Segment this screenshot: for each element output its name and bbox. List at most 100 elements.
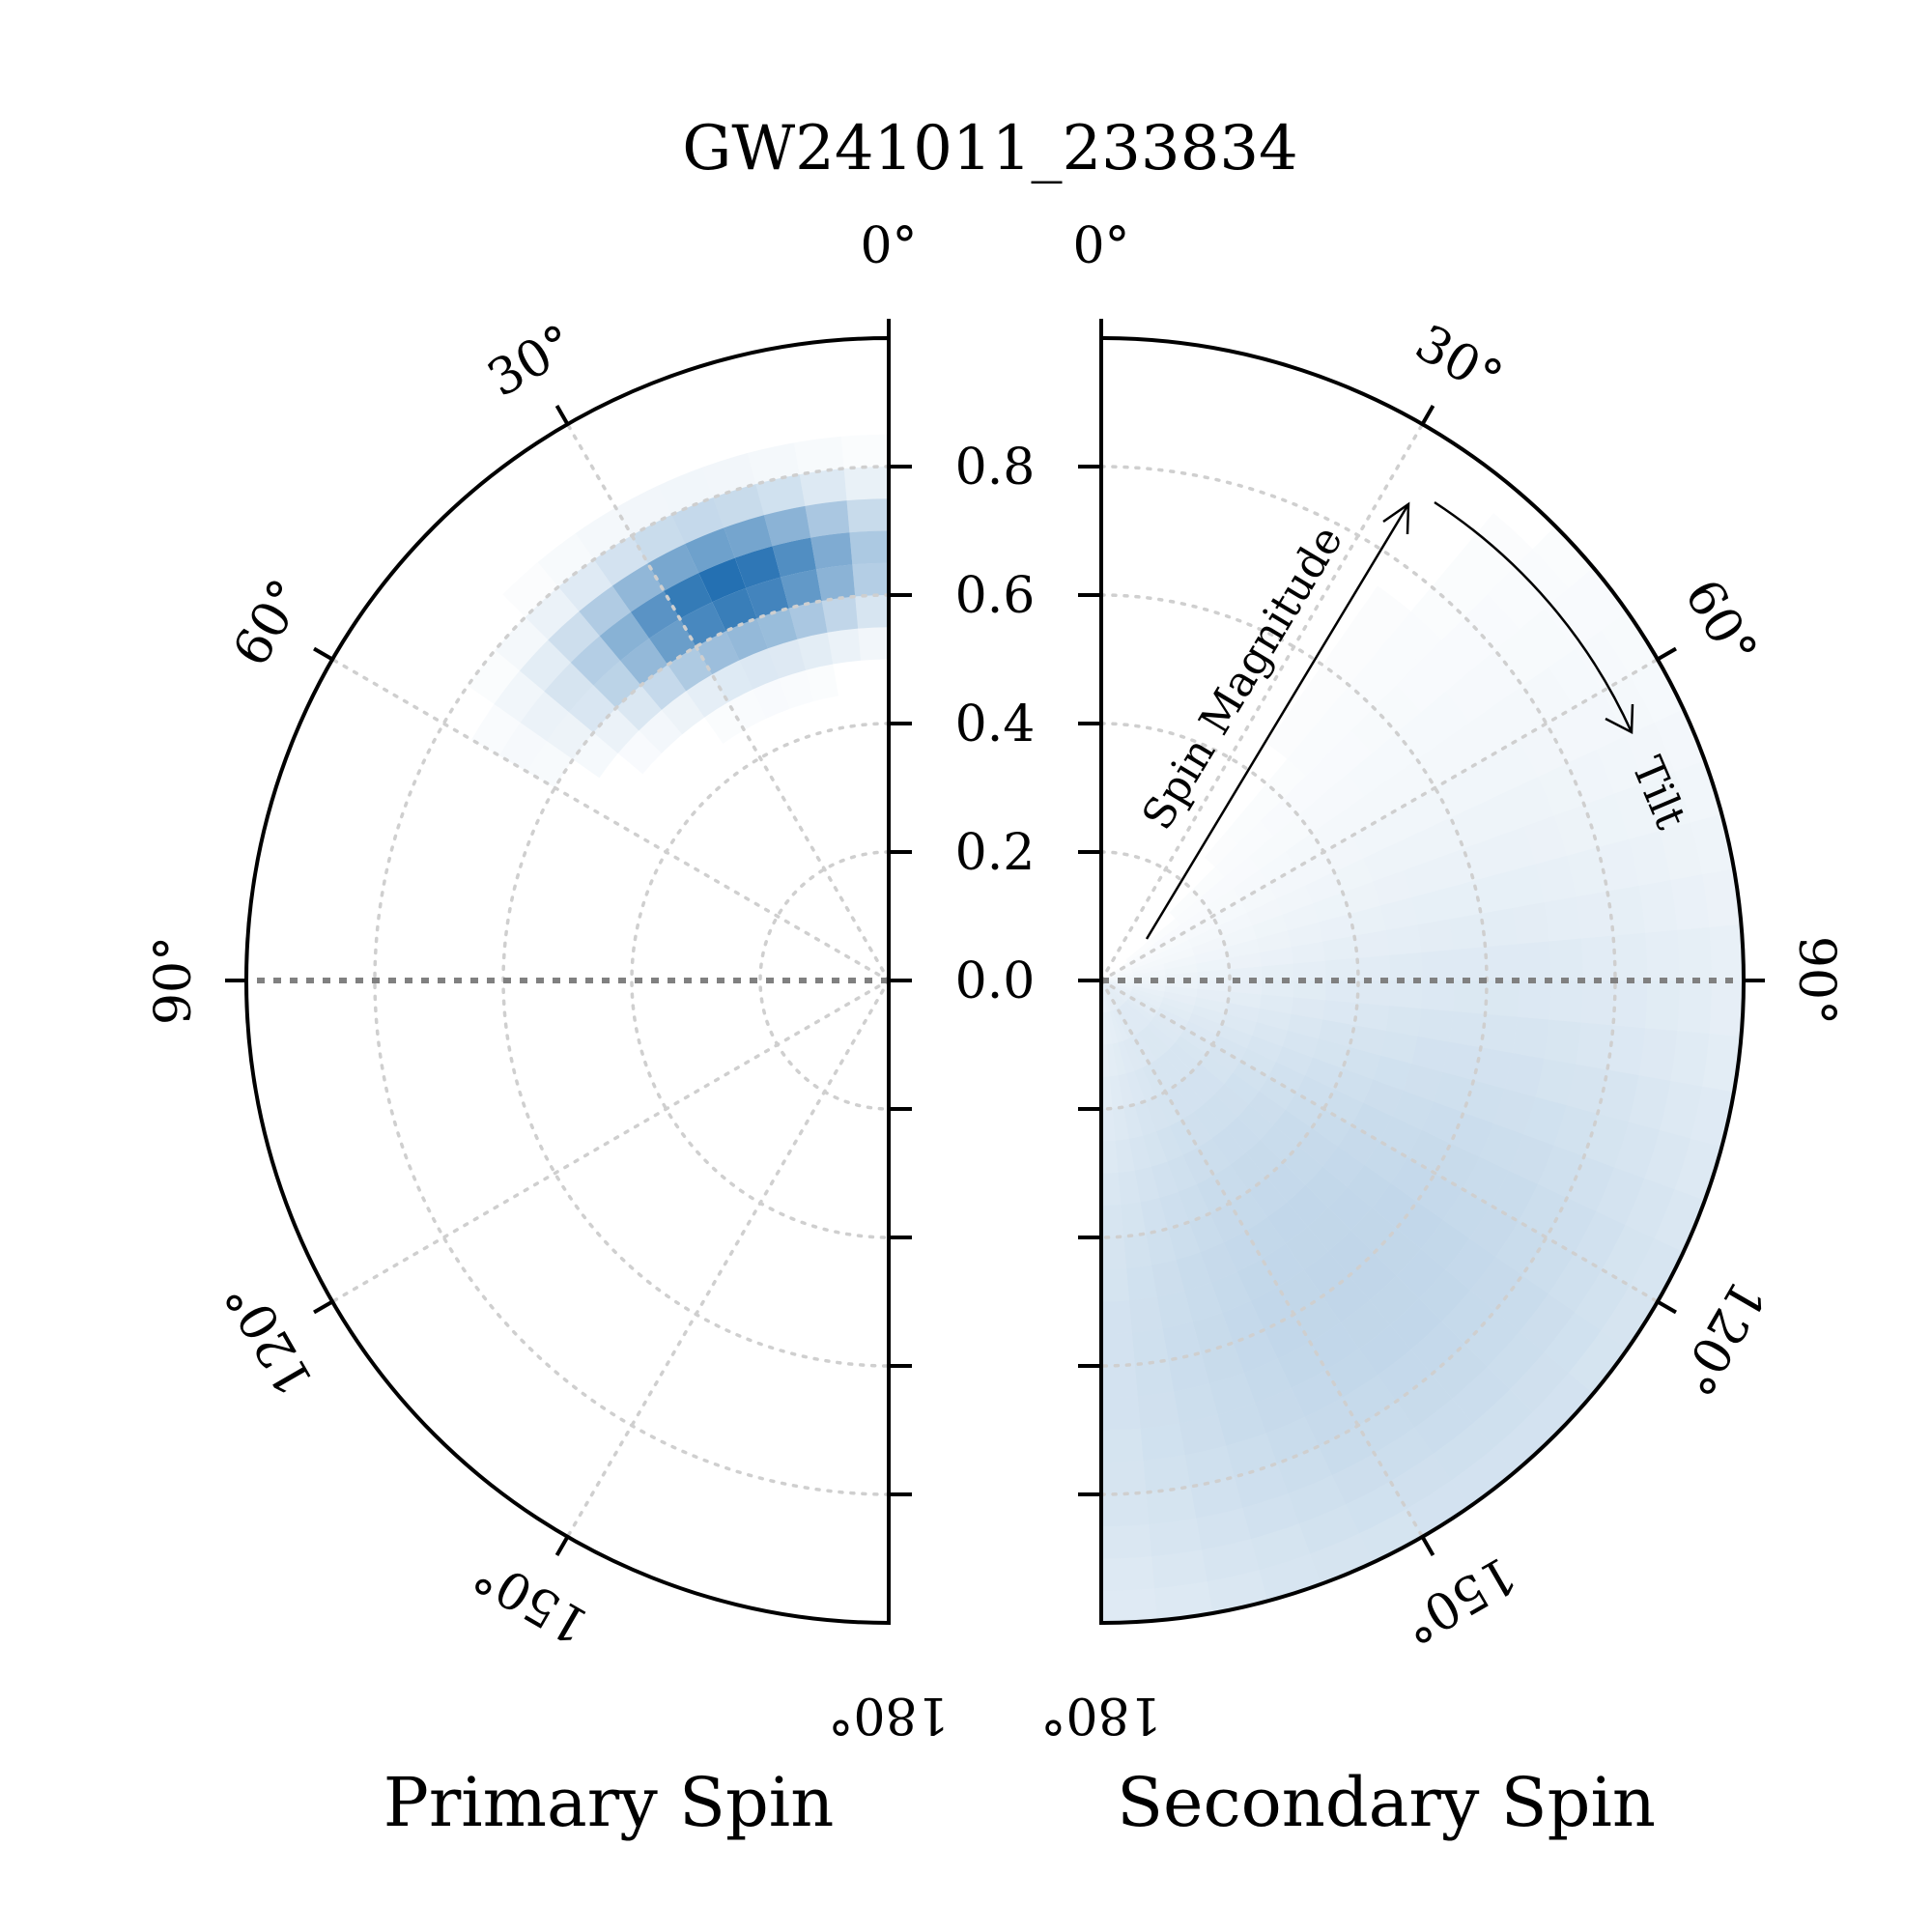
density-cell <box>1225 1117 1261 1153</box>
density-cell <box>1385 924 1422 955</box>
density-cell <box>1373 1055 1412 1091</box>
density-cell <box>1510 1351 1569 1412</box>
density-cell <box>1606 1025 1646 1076</box>
density-cell <box>519 639 571 692</box>
density-cell <box>1151 1161 1179 1198</box>
density-cell <box>1161 997 1195 1014</box>
density-cell <box>1690 1086 1734 1148</box>
density-cell <box>1548 1253 1603 1313</box>
density-cell <box>1544 1312 1602 1374</box>
density-cell <box>1295 1075 1335 1109</box>
density-cell <box>1101 975 1134 980</box>
density-cell <box>1452 1366 1511 1424</box>
density-cell <box>1414 1399 1473 1455</box>
density-cell <box>1311 1109 1352 1147</box>
grid-spoke <box>1099 979 1660 1304</box>
density-cell <box>1325 1349 1378 1398</box>
density-cell <box>1298 1504 1359 1554</box>
density-cell <box>1463 838 1505 881</box>
density-cell <box>1363 844 1404 882</box>
density-cell <box>1403 1064 1443 1102</box>
density-cell <box>1469 703 1519 756</box>
density-cell <box>1596 1167 1645 1225</box>
angle-tick-label: 30° <box>478 314 584 409</box>
density-cell <box>1123 1104 1144 1139</box>
density-cell <box>1131 958 1164 973</box>
density-cell <box>1217 912 1253 937</box>
density-cell <box>1229 966 1263 980</box>
density-cell <box>1318 914 1354 942</box>
density-cell <box>1508 777 1554 827</box>
density-cell <box>1372 732 1417 779</box>
density-cell <box>1103 1011 1113 1045</box>
density-cell <box>1318 1425 1375 1476</box>
density-cell <box>1101 1044 1110 1077</box>
density-cell <box>1389 980 1423 1009</box>
density-cell <box>1164 963 1198 976</box>
density-cell <box>1677 980 1712 1035</box>
density-cell <box>797 632 834 670</box>
density-cell <box>1140 1423 1185 1461</box>
density-cell <box>1137 1391 1179 1429</box>
density-cell <box>1168 1352 1209 1392</box>
density-cell <box>1255 1387 1305 1434</box>
density-cell <box>1431 1344 1488 1400</box>
density-cell <box>1246 898 1283 926</box>
density-cell <box>1204 1094 1238 1128</box>
grid-circle <box>1099 465 1617 1496</box>
density-cell <box>1276 1446 1332 1494</box>
grid-circle <box>1099 850 1232 1111</box>
density-cell <box>1364 778 1407 820</box>
density-cell <box>1121 1202 1147 1236</box>
density-cell <box>1243 1358 1292 1404</box>
density-cell <box>1149 1059 1176 1093</box>
density-cell <box>1546 1197 1597 1254</box>
angle-tick-label: 0° <box>1072 217 1129 275</box>
density-cell <box>1293 960 1326 980</box>
density-cell <box>1396 1248 1446 1299</box>
density-cell <box>1328 1186 1373 1231</box>
density-cell <box>1126 1264 1157 1301</box>
density-cell <box>1101 972 1133 980</box>
density-cell <box>1670 874 1710 930</box>
density-cell <box>1473 1047 1513 1089</box>
density-cell <box>1310 1533 1374 1584</box>
angle-tick <box>554 405 570 426</box>
density-cell <box>1293 1295 1341 1343</box>
density-cell <box>1134 1100 1156 1136</box>
density-cell <box>1122 1038 1143 1071</box>
grid-spoke <box>1099 657 1660 982</box>
density-cell <box>1146 1486 1197 1525</box>
density-cell <box>1349 1025 1386 1056</box>
density-cell <box>1322 1000 1357 1026</box>
density-cell <box>1574 1210 1626 1270</box>
density-cell <box>1304 1397 1358 1447</box>
density-cell <box>1628 831 1671 886</box>
density-cell <box>1223 1231 1263 1272</box>
density-cell <box>849 530 889 565</box>
density-cell <box>1463 1156 1509 1206</box>
density-cell <box>1417 919 1454 953</box>
density-cell <box>1262 1243 1304 1287</box>
density-cell <box>1181 1112 1212 1148</box>
density-cell <box>1491 1170 1539 1222</box>
density-cell <box>1548 980 1583 1023</box>
density-cell <box>1544 1019 1581 1065</box>
density-cell <box>1192 1063 1225 1094</box>
density-cell <box>1491 739 1539 791</box>
density-cell <box>855 595 889 629</box>
density-cell <box>1493 826 1536 873</box>
angle-tick <box>1656 646 1677 662</box>
density-cell <box>1143 1131 1168 1167</box>
density-cell <box>1374 1428 1434 1482</box>
primary-spin-panel: 0° 30° 60° 90° 120° 150° 180° Primary Spin <box>145 217 950 1842</box>
density-cell <box>1520 1293 1576 1352</box>
density-cell <box>725 618 768 661</box>
density-cell <box>1553 1105 1598 1156</box>
density-cell <box>1101 980 1126 1004</box>
density-cell <box>1538 1145 1584 1198</box>
density-cell <box>739 648 780 690</box>
grid-spoke <box>565 979 891 1539</box>
density-cell <box>1122 1003 1148 1030</box>
density-cell <box>1123 1233 1151 1269</box>
